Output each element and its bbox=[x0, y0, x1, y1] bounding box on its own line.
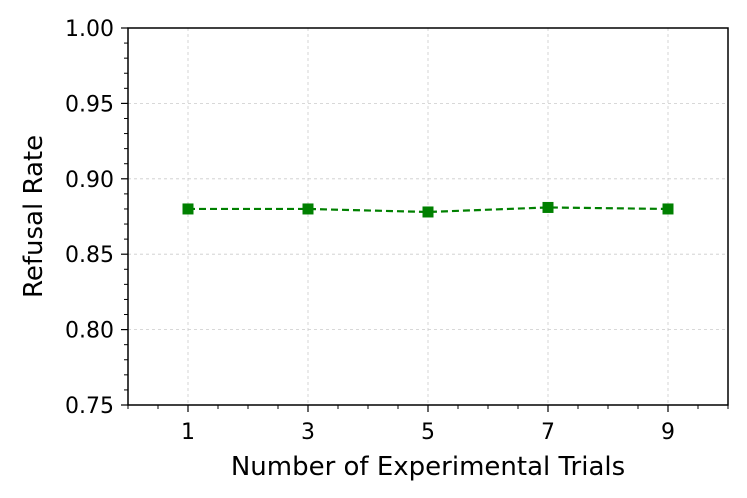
x-tick-label: 3 bbox=[301, 420, 315, 445]
data-point-marker bbox=[182, 203, 194, 215]
x-tick-label: 5 bbox=[421, 420, 435, 445]
series-line bbox=[188, 206, 669, 214]
y-axis-label: Refusal Rate bbox=[19, 135, 49, 298]
data-point-marker bbox=[302, 203, 314, 215]
plot-frame bbox=[127, 27, 729, 406]
data-point-marker bbox=[422, 206, 434, 218]
y-tick-label: 0.90 bbox=[65, 168, 114, 193]
data-point-marker bbox=[662, 203, 674, 215]
y-tick-label: 0.85 bbox=[65, 243, 114, 268]
data-point-marker bbox=[542, 201, 554, 213]
y-tick-labels: 0.75 0.80 0.85 0.90 0.95 1.00 bbox=[65, 17, 114, 419]
major-ticks bbox=[121, 27, 669, 412]
x-tick-label: 7 bbox=[541, 420, 555, 445]
x-tick-labels: 1 3 5 7 9 bbox=[181, 420, 675, 445]
y-tick-label: 0.80 bbox=[65, 319, 114, 344]
minor-ticks bbox=[124, 42, 729, 409]
y-tick-label: 0.75 bbox=[65, 394, 114, 419]
series-layer bbox=[182, 201, 674, 218]
y-tick-label: 0.95 bbox=[65, 92, 114, 117]
x-tick-label: 9 bbox=[661, 420, 675, 445]
x-axis-label: Number of Experimental Trials bbox=[231, 452, 625, 482]
y-tick-label: 1.00 bbox=[65, 17, 114, 42]
x-tick-label: 1 bbox=[181, 420, 195, 445]
